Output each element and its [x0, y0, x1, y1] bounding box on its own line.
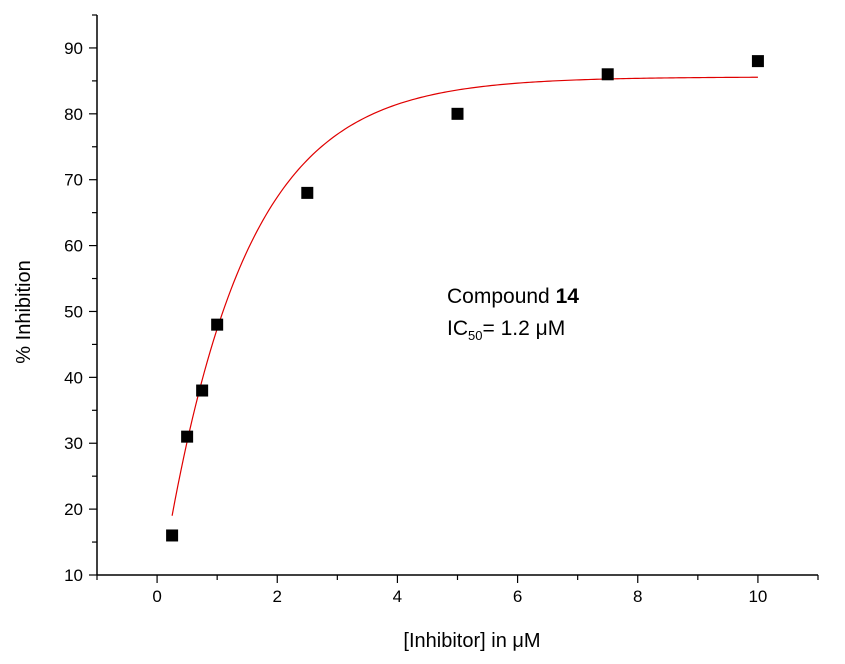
annotation-ic50: IC50= 1.2 μM — [447, 317, 565, 343]
x-tick-label: 0 — [152, 587, 161, 606]
y-tick-label: 40 — [64, 368, 83, 387]
x-axis-ticks: 0 2 4 6 8 10 — [96, 575, 819, 606]
y-tick-label: 10 — [64, 566, 83, 585]
x-tick-label: 4 — [393, 587, 402, 606]
y-tick-label: 80 — [64, 105, 83, 124]
y-tick-label: 90 — [64, 39, 83, 58]
annotation-compound-number: 14 — [556, 285, 580, 308]
annotation-compound-label: Compound — [447, 285, 556, 308]
data-point — [601, 68, 614, 81]
fit-curve — [171, 76, 758, 516]
data-points — [166, 55, 764, 542]
data-point — [196, 384, 209, 397]
x-tick-label: 6 — [513, 587, 522, 606]
annotation-ic50-prefix: IC — [447, 317, 468, 340]
annotation-compound: Compound 14 — [447, 285, 579, 308]
annotation-ic50-subscript: 50 — [468, 328, 482, 343]
y-tick-label: 60 — [64, 237, 83, 256]
data-point — [166, 529, 179, 542]
data-point — [181, 430, 194, 443]
x-tick-label: 2 — [273, 587, 282, 606]
y-tick-label: 50 — [64, 302, 83, 321]
data-point — [211, 318, 224, 331]
y-tick-label: 70 — [64, 171, 83, 190]
x-axis-title: [Inhibitor] in μM — [403, 630, 540, 652]
annotation-ic50-value: = 1.2 μM — [482, 317, 565, 340]
data-point — [451, 107, 464, 120]
data-point — [301, 186, 314, 199]
y-axis-title: % Inhibition — [13, 260, 35, 363]
x-tick-label: 10 — [748, 587, 767, 606]
y-axis-ticks: 10 20 30 40 50 60 70 80 90 — [64, 14, 97, 585]
data-point — [751, 55, 764, 68]
x-tick-label: 8 — [633, 587, 642, 606]
y-tick-label: 20 — [64, 500, 83, 519]
y-tick-label: 30 — [64, 434, 83, 453]
